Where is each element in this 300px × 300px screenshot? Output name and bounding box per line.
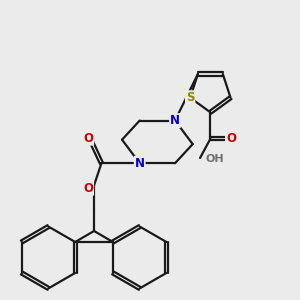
Text: N: N xyxy=(135,157,145,170)
Text: O: O xyxy=(83,132,93,145)
Text: N: N xyxy=(170,114,180,127)
Text: OH: OH xyxy=(206,154,224,164)
Text: S: S xyxy=(186,91,194,104)
Text: O: O xyxy=(226,132,236,145)
Text: O: O xyxy=(83,182,93,195)
